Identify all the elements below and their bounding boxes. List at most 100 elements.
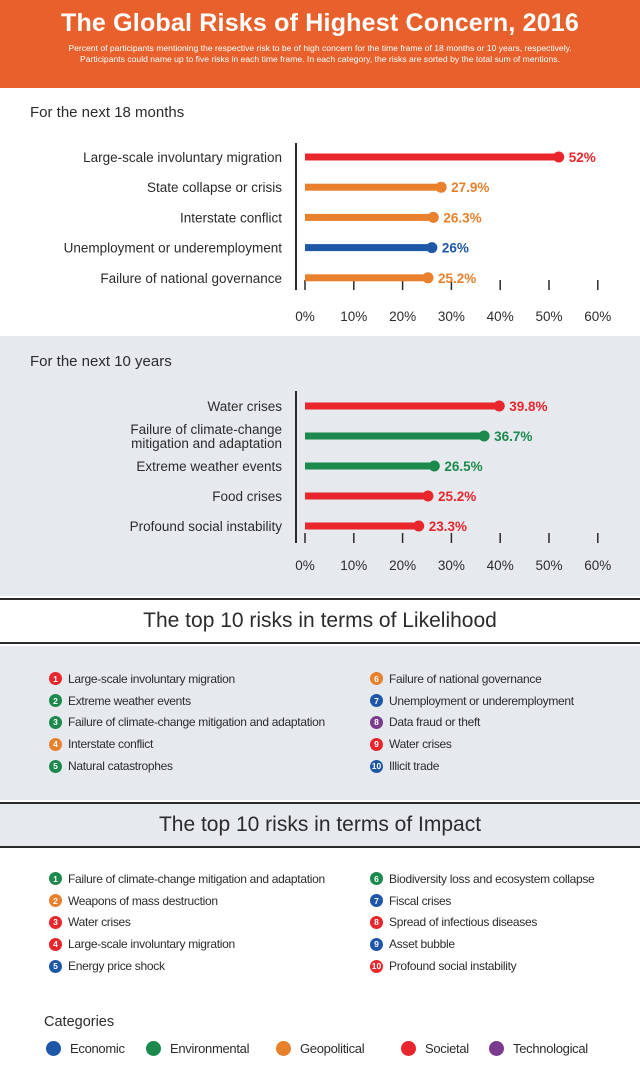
legend-label: Societal	[425, 1041, 469, 1056]
legend-items: Economic Environmental Geopolitical Societa…	[46, 1041, 626, 1059]
x-tick-label: 10%	[340, 309, 367, 324]
bar	[305, 213, 434, 221]
x-tick-label: 0%	[295, 558, 315, 573]
legend-dot-icon	[401, 1041, 416, 1056]
header-banner: The Global Risks of Highest Concern, 201…	[0, 0, 640, 88]
bar	[305, 462, 435, 470]
chart-10-years: 0% 10% 20% 30% 40% 50% 60% Water crises 39.8% Fai…	[130, 391, 611, 573]
subtitle-line-1: Percent of participants mentioning the r…	[68, 43, 572, 53]
x-tick-label: 30%	[438, 309, 465, 324]
risk-label: Illicit trade	[389, 759, 440, 774]
legend-dot-icon	[46, 1041, 61, 1056]
category-label: Interstate conflict	[180, 210, 282, 225]
data-label: 39.8%	[509, 399, 547, 414]
x-tick-label: 0%	[295, 309, 315, 324]
category-label: Unemployment or underemployment	[64, 241, 283, 256]
x-tick-label: 30%	[438, 558, 465, 573]
bar-end-dot	[428, 460, 440, 472]
impact-item-5: 5 Energy price shock	[49, 955, 359, 977]
likelihood-item-4: 4 Interstate conflict	[49, 733, 359, 755]
rank-badge: 1	[49, 672, 62, 686]
data-label: 52%	[569, 150, 596, 165]
legend-label: Technological	[513, 1041, 588, 1056]
rank-badge: 8	[370, 915, 383, 929]
page-subtitle: Percent of participants mentioning the r…	[0, 43, 640, 65]
category-label: Water crises	[207, 399, 282, 414]
risk-label: Spread of infectious diseases	[389, 915, 538, 930]
rank-badge: 4	[49, 937, 62, 951]
x-tick-label: 60%	[584, 309, 611, 324]
legend-societal: Societal	[401, 1041, 469, 1056]
data-label: 26.3%	[443, 210, 481, 225]
category-label-line: Failure of climate-change	[130, 422, 282, 437]
risk-label: Water crises	[68, 915, 131, 930]
category-label: Profound social instability	[130, 519, 283, 534]
risk-label: Weapons of mass destruction	[68, 893, 218, 908]
bar	[305, 183, 442, 191]
bar-end-dot	[478, 430, 490, 442]
likelihood-column-left: 1 Large-scale involuntary migration 2 Extre…	[49, 668, 359, 777]
bar-end-dot	[493, 400, 505, 412]
rank-badge: 4	[49, 737, 62, 751]
bar-end-dot	[413, 520, 425, 532]
rank-badge: 9	[370, 937, 383, 951]
rank-badge: 5	[49, 959, 62, 973]
page-title: The Global Risks of Highest Concern, 201…	[60, 9, 580, 37]
x-tick-label: 20%	[389, 558, 416, 573]
rank-badge: 9	[370, 737, 383, 751]
legend-dot-icon	[489, 1041, 504, 1056]
risk-label: Failure of climate-change mitigation and…	[68, 871, 325, 886]
rank-badge: 6	[370, 672, 383, 686]
rank-badge: 2	[49, 894, 62, 908]
bar-end-dot	[553, 151, 565, 163]
likelihood-column-right: 6 Failure of national governance 7 Unemploy…	[370, 668, 630, 777]
chart-18-months: 0% 10% 20% 30% 40% 50% 60% Large-scale involunt…	[64, 143, 611, 324]
rank-badge: 3	[49, 915, 62, 929]
risk-label: Natural catastrophes	[68, 759, 173, 774]
bar	[305, 274, 428, 282]
rank-badge: 10	[370, 759, 383, 773]
data-label: 23.3%	[429, 519, 467, 534]
category-label: Failure of national governance	[100, 271, 282, 286]
chart-section-18-months: For the next 18 months 0% 10% 20% 30% 40% 50%…	[0, 88, 640, 336]
bar-end-dot	[435, 181, 447, 193]
rank-badge: 10	[370, 959, 383, 973]
subtitle-line-2: Participants could name up to five risks…	[80, 54, 560, 64]
rank-badge: 6	[370, 872, 383, 886]
risk-label: Water crises	[389, 737, 452, 752]
risk-label: Asset bubble	[389, 937, 455, 952]
likelihood-item-7: 7 Unemployment or underemployment	[370, 690, 630, 712]
legend-environmental: Environmental	[146, 1041, 250, 1056]
x-tick-label: 60%	[584, 558, 611, 573]
chart-title-18-months: For the next 18 months	[30, 104, 185, 121]
impact-item-7: 7 Fiscal crises	[370, 890, 630, 912]
impact-list: 1 Failure of climate-change mitigation an…	[0, 850, 640, 992]
bar-end-dot	[422, 272, 434, 284]
category-label: Large-scale involuntary migration	[83, 150, 282, 165]
bar	[305, 492, 428, 500]
risk-label: Energy price shock	[68, 959, 165, 974]
x-tick-label: 50%	[535, 309, 562, 324]
category-label: Failure of climate-change mitigation and …	[130, 422, 282, 451]
likelihood-item-3: 3 Failure of climate-change mitigation an…	[49, 712, 359, 734]
category-label: Extreme weather events	[136, 459, 282, 474]
impact-column-left: 1 Failure of climate-change mitigation an…	[49, 868, 359, 977]
rank-badge: 8	[370, 715, 383, 729]
chart-section-10-years: For the next 10 years 0% 10% 20% 30% 40% 50% 6…	[0, 336, 640, 596]
legend-label: Economic	[70, 1041, 125, 1056]
rank-badge: 1	[49, 872, 62, 886]
likelihood-item-1: 1 Large-scale involuntary migration	[49, 668, 359, 690]
data-label: 26%	[442, 241, 469, 256]
bar-end-dot	[422, 490, 434, 502]
rank-badge: 7	[370, 894, 383, 908]
legend-geopolitical: Geopolitical	[276, 1041, 365, 1056]
likelihood-item-6: 6 Failure of national governance	[370, 668, 630, 690]
likelihood-item-2: 2 Extreme weather events	[49, 690, 359, 712]
risk-label: Failure of climate-change mitigation and…	[68, 715, 325, 730]
categories-legend: Categories Economic Environmental Geopolit…	[0, 992, 640, 1083]
category-label: Food crises	[212, 489, 282, 504]
legend-label: Geopolitical	[300, 1041, 365, 1056]
risk-label: Large-scale involuntary migration	[68, 937, 235, 952]
x-tick-label: 50%	[535, 558, 562, 573]
bar	[305, 432, 485, 440]
